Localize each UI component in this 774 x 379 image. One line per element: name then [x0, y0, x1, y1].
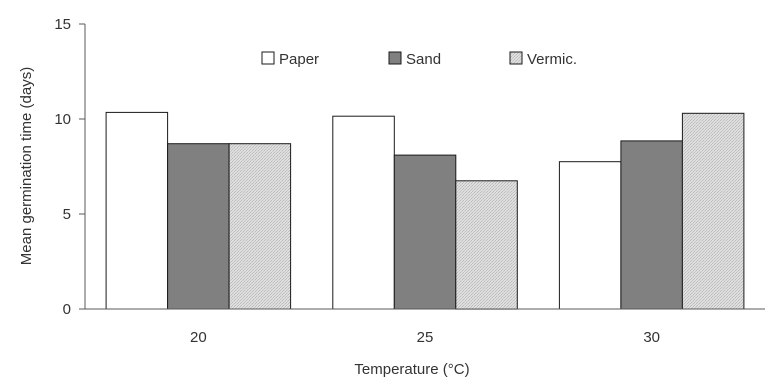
bar-vermic-20 [228, 143, 292, 310]
y-tick-label: 15 [54, 16, 71, 33]
legend-item-paper: Paper [261, 51, 319, 68]
x-tick-label: 30 [643, 329, 660, 346]
legend-swatch [261, 51, 275, 65]
x-tick-label: 25 [417, 329, 434, 346]
legend-label: Paper [279, 51, 319, 68]
y-tick-label: 0 [63, 301, 71, 318]
bars-layer [105, 111, 745, 310]
y-ticks: 0 5 10 15 [54, 16, 85, 318]
legend-item-sand: Sand [388, 51, 441, 68]
bar-sand-30 [620, 140, 683, 310]
y-tick-label: 10 [54, 111, 71, 128]
bar-vermic-25 [455, 180, 518, 310]
x-tick-label: 20 [190, 329, 207, 346]
legend-label: Vermic. [527, 51, 577, 68]
legend-item-vermic: Vermic. [509, 51, 577, 68]
bar-paper-20 [105, 111, 169, 310]
legend-swatch [388, 51, 402, 65]
bar-sand-20 [167, 143, 230, 310]
legend: Paper Sand Vermic. [261, 51, 577, 68]
y-tick-label: 5 [63, 206, 71, 223]
bar-sand-25 [393, 154, 457, 310]
bar-vermic-30 [681, 112, 745, 310]
bar-paper-25 [332, 115, 395, 310]
legend-label: Sand [406, 51, 441, 68]
x-tick-labels: 20 25 30 [190, 329, 660, 346]
legend-swatch [509, 51, 523, 65]
bar-paper-30 [558, 161, 622, 310]
y-axis-title: Mean germination time (days) [18, 67, 35, 265]
x-axis-title: Temperature (°C) [354, 361, 469, 378]
